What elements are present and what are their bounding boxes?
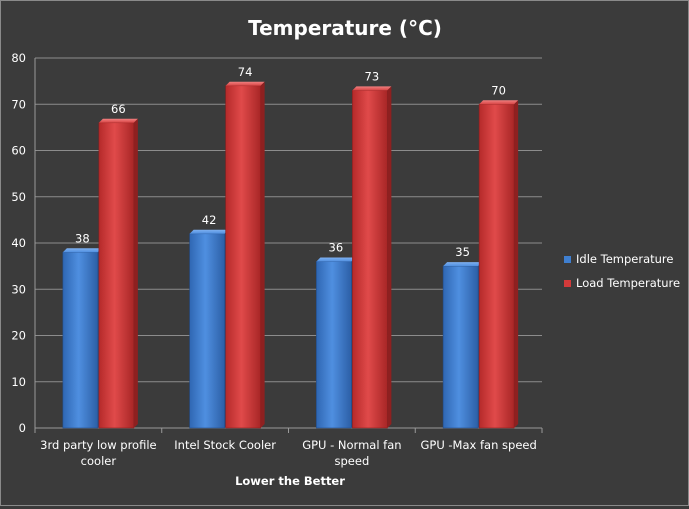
x-tick-label: Intel Stock Cooler [174,438,276,452]
y-tick-label: 80 [11,51,26,65]
load-bar-top [225,81,265,86]
y-tick-label: 30 [11,282,26,296]
idle-temperature-bar [189,233,225,429]
x-tick-label-line: speed [335,454,370,468]
load-bar-top [98,118,138,123]
idle-temperature-bar [62,251,99,429]
y-tick-labels: 0 10 20 30 40 50 60 70 80 [11,51,26,435]
y-tick-label: 0 [19,421,26,435]
load-bar-top [479,100,519,105]
x-tick-label: GPU - Normal fan speed [302,438,401,468]
legend: Idle Temperature Load Temperature [564,252,680,290]
load-legend-swatch [564,280,571,287]
x-axis-title: Lower the Better [235,474,345,488]
idle-data-label: 42 [202,213,217,227]
idle-bar-top [443,262,483,267]
idle-bar-top [189,229,229,234]
x-tick-label-line: GPU -Max fan speed [420,438,536,452]
load-bar-top [352,86,392,91]
idle-data-label: 35 [455,245,470,259]
x-tick-label: GPU -Max fan speed [420,438,536,452]
idle-temperature-bar [316,261,352,429]
load-bar-side [514,100,519,428]
y-tick-label: 50 [11,190,26,204]
idle-temperature-bar [442,265,479,429]
idle-legend-swatch [564,256,571,263]
load-temperature-bar [352,90,388,429]
load-data-label: 73 [365,69,380,83]
bars [62,81,519,429]
idle-bar-top [316,257,356,262]
x-tick-label-line: cooler [81,454,117,468]
load-data-label: 74 [238,65,253,79]
load-data-label: 70 [491,83,506,97]
y-tick-label: 10 [11,375,26,389]
x-tick-label-line: GPU - Normal fan [302,438,401,452]
load-temperature-bar [478,103,515,429]
x-tick-labels: 3rd party low profile cooler Intel Stock C… [40,438,537,468]
y-tick-label: 20 [11,329,26,343]
data-labels: 38 66 42 74 36 73 35 70 [75,65,506,259]
load-data-label: 66 [111,102,126,116]
x-tick-label-line: 3rd party low profile [40,438,156,452]
load-bar-side [133,118,138,428]
load-temperature-bar [225,85,261,429]
y-tick-label: 60 [11,144,26,158]
y-tick-label: 70 [11,97,26,111]
x-tick-label: 3rd party low profile cooler [40,438,156,468]
load-temperature-bar [98,122,135,429]
idle-data-label: 36 [329,241,344,255]
idle-legend-label: Idle Temperature [576,252,673,266]
idle-data-label: 38 [75,231,90,245]
chart-title: Temperature (°C) [248,16,442,40]
load-legend-label: Load Temperature [576,276,680,290]
load-bar-side [260,81,265,428]
x-tick-label-line: Intel Stock Cooler [174,438,276,452]
load-bar-side [387,86,392,428]
y-tick-label: 40 [11,236,26,250]
idle-bar-top [62,248,102,253]
